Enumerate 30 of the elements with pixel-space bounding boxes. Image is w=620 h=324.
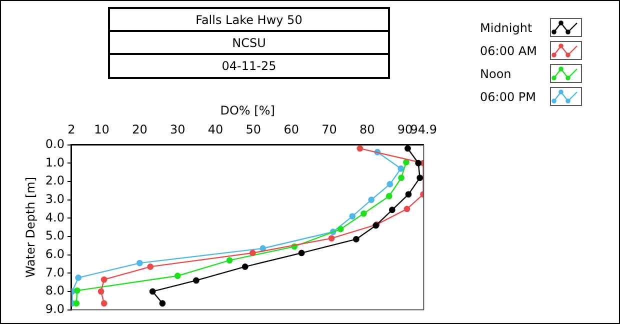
- legend-label: 06:00 PM: [480, 90, 537, 104]
- y-tick-label: 4.0: [45, 210, 64, 224]
- x-tick-label: 70: [322, 122, 337, 137]
- y-tick-label: 6.0: [45, 246, 64, 261]
- x-tick-label: 2: [68, 122, 76, 137]
- y-axis-title: Water Depth [m]: [23, 176, 38, 278]
- y-tick-label: 7.0: [45, 265, 64, 280]
- x-tick-label: 90: [397, 122, 413, 137]
- y-tick-label: 0.0: [45, 136, 64, 151]
- y-tick-label: 9.0: [45, 302, 64, 316]
- y-tick-label: 2.0: [45, 174, 64, 188]
- x-axis-title: DO% [%]: [220, 103, 275, 118]
- x-tick-label: 60: [284, 122, 299, 137]
- legend-label: 06:00 AM: [480, 44, 538, 58]
- y-tick-label: 3.0: [45, 192, 64, 206]
- x-tick-label: 50: [246, 122, 262, 137]
- x-tick-label: 94.9: [410, 122, 437, 137]
- y-tick-label: 5.0: [45, 228, 64, 243]
- y-tick-label: 8.0: [45, 284, 64, 298]
- text: Noon: [480, 66, 512, 80]
- legend-label: Midnight: [480, 20, 534, 34]
- x-tick-label: 20: [132, 122, 148, 137]
- chart-subtitle: NCSU: [108, 30, 390, 54]
- x-tick-label: 80: [360, 122, 375, 137]
- x-tick-label: 40: [208, 122, 224, 137]
- chart-title: Falls Lake Hwy 50: [108, 7, 390, 31]
- x-tick-label: 30: [170, 122, 186, 137]
- text: 04-11-25: [108, 53, 390, 79]
- y-tick-label: 1.0: [45, 155, 64, 170]
- x-tick-label: 10: [94, 122, 110, 137]
